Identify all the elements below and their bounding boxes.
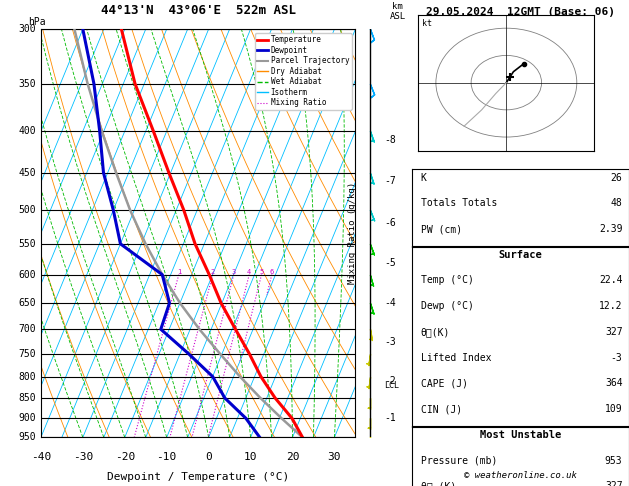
Text: Pressure (mb): Pressure (mb) xyxy=(421,455,497,466)
Text: 700: 700 xyxy=(18,324,36,334)
Text: kt: kt xyxy=(422,18,431,28)
Text: km
ASL: km ASL xyxy=(390,1,406,21)
Text: Mixing Ratio (g/kg): Mixing Ratio (g/kg) xyxy=(348,182,357,284)
Text: 550: 550 xyxy=(18,239,36,249)
Text: -8: -8 xyxy=(384,135,396,145)
Text: 750: 750 xyxy=(18,348,36,359)
Text: LCL: LCL xyxy=(384,381,399,390)
Text: 900: 900 xyxy=(18,413,36,423)
Text: 950: 950 xyxy=(18,433,36,442)
Text: θᴄ (K): θᴄ (K) xyxy=(421,481,456,486)
Text: 5: 5 xyxy=(259,269,264,275)
Text: -30: -30 xyxy=(73,451,93,462)
Text: -2: -2 xyxy=(384,376,396,386)
Text: hPa: hPa xyxy=(28,17,46,27)
Text: 44°13'N  43°06'E  522m ASL: 44°13'N 43°06'E 522m ASL xyxy=(101,4,296,17)
Text: 48: 48 xyxy=(611,198,623,208)
Text: -4: -4 xyxy=(384,298,396,308)
Legend: Temperature, Dewpoint, Parcel Trajectory, Dry Adiabat, Wet Adiabat, Isotherm, Mi: Temperature, Dewpoint, Parcel Trajectory… xyxy=(255,33,352,110)
Text: CAPE (J): CAPE (J) xyxy=(421,379,468,388)
Text: Surface: Surface xyxy=(499,250,542,260)
Text: Dewp (°C): Dewp (°C) xyxy=(421,301,474,311)
Text: 800: 800 xyxy=(18,371,36,382)
Text: 400: 400 xyxy=(18,126,36,136)
Text: 600: 600 xyxy=(18,270,36,279)
Text: 6: 6 xyxy=(270,269,274,275)
Text: 3: 3 xyxy=(231,269,236,275)
Text: 850: 850 xyxy=(18,393,36,403)
Text: 953: 953 xyxy=(605,455,623,466)
Text: θᴄ(K): θᴄ(K) xyxy=(421,327,450,337)
Text: 30: 30 xyxy=(328,451,341,462)
Text: 1: 1 xyxy=(177,269,181,275)
Text: 12.2: 12.2 xyxy=(599,301,623,311)
Text: Temp (°C): Temp (°C) xyxy=(421,276,474,285)
Text: 10: 10 xyxy=(244,451,257,462)
Text: -1: -1 xyxy=(384,413,396,423)
Text: K: K xyxy=(421,173,426,183)
Text: 4: 4 xyxy=(247,269,252,275)
Text: -40: -40 xyxy=(31,451,51,462)
Text: 327: 327 xyxy=(605,327,623,337)
Text: 22.4: 22.4 xyxy=(599,276,623,285)
Text: Totals Totals: Totals Totals xyxy=(421,198,497,208)
Text: -3: -3 xyxy=(384,337,396,347)
Text: 20: 20 xyxy=(286,451,299,462)
Text: 327: 327 xyxy=(605,481,623,486)
Text: 500: 500 xyxy=(18,205,36,215)
Text: 450: 450 xyxy=(18,168,36,178)
Text: 364: 364 xyxy=(605,379,623,388)
Text: 29.05.2024  12GMT (Base: 06): 29.05.2024 12GMT (Base: 06) xyxy=(426,7,615,17)
Text: -5: -5 xyxy=(384,258,396,268)
Text: Most Unstable: Most Unstable xyxy=(480,430,561,440)
Text: -10: -10 xyxy=(157,451,177,462)
Text: -7: -7 xyxy=(384,175,396,186)
Text: 109: 109 xyxy=(605,404,623,414)
Text: 2.39: 2.39 xyxy=(599,224,623,234)
Text: 0: 0 xyxy=(205,451,212,462)
Text: © weatheronline.co.uk: © weatheronline.co.uk xyxy=(464,471,577,480)
Text: 300: 300 xyxy=(18,24,36,34)
Text: -3: -3 xyxy=(611,353,623,363)
Text: PW (cm): PW (cm) xyxy=(421,224,462,234)
Text: -6: -6 xyxy=(384,218,396,227)
Text: Lifted Index: Lifted Index xyxy=(421,353,491,363)
Text: -20: -20 xyxy=(114,451,135,462)
Text: 650: 650 xyxy=(18,298,36,308)
Text: Dewpoint / Temperature (°C): Dewpoint / Temperature (°C) xyxy=(107,472,289,482)
Text: 350: 350 xyxy=(18,79,36,89)
Text: CIN (J): CIN (J) xyxy=(421,404,462,414)
Text: 2: 2 xyxy=(211,269,215,275)
Text: 26: 26 xyxy=(611,173,623,183)
